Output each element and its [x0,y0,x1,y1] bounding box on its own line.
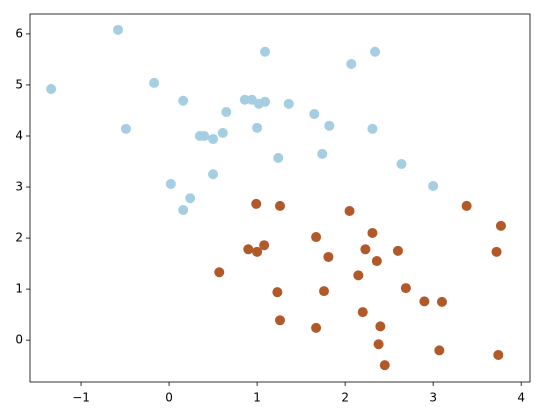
scatter-point [493,349,504,360]
scatter-point [309,109,320,120]
scatter-point [252,122,263,133]
scatter-point [239,94,250,105]
scatter-point [185,193,196,204]
x-tick-label: −1 [72,391,90,405]
scatter-point [317,148,328,159]
scatter-point [178,204,189,215]
scatter-point [353,270,364,281]
scatter-point [272,287,283,298]
scatter-point [243,244,254,255]
scatter-point [371,256,382,267]
scatter-point [260,46,271,57]
y-tick-label: 6 [15,26,23,40]
scatter-point [120,123,131,134]
scatter-point [251,198,262,209]
x-tick-label: 3 [429,391,437,405]
scatter-point [217,127,228,138]
scatter-point [260,96,271,107]
x-tick-label: 0 [165,391,173,405]
y-tick-label: 3 [15,180,23,194]
scatter-point [283,98,294,109]
scatter-point [379,360,390,371]
scatter-point [113,24,124,35]
axes-frame [29,13,531,383]
y-tick-label: 1 [15,282,23,296]
scatter-point [208,134,219,145]
scatter-point [319,286,330,297]
scatter-point [346,59,357,70]
x-tick-label: 1 [253,391,261,405]
scatter-point [392,245,403,256]
y-tick-label: 2 [15,231,23,245]
scatter-point [275,315,285,326]
scatter-point [214,267,225,278]
scatter-point [370,46,381,57]
scatter-point [252,246,263,257]
scatter-point [46,84,57,95]
scatter-point [199,130,210,141]
scatter-point [259,240,270,251]
scatter-point [360,244,371,255]
scatter-point [367,227,378,238]
scatter-point [323,251,334,262]
scatter-point [419,296,430,307]
scatter-point [367,123,378,134]
scatter-point [357,307,368,318]
scatter-point [400,283,411,294]
scatter-point [375,321,386,332]
scatter-point [396,159,407,170]
scatter-point [311,232,322,243]
scatter-point [461,200,472,211]
scatter-point [495,220,506,231]
scatter-point [273,152,284,163]
scatter-point [149,77,160,88]
scatter-point [373,339,384,350]
scatter-point [221,106,232,117]
y-tick-label: 5 [15,77,23,91]
scatter-point [165,178,176,189]
scatter-point [324,120,335,131]
y-tick-label: 0 [15,333,23,347]
scatter-point [491,246,502,257]
scatter-point [436,296,447,307]
scatter-point [344,206,355,217]
scatter-point [428,181,439,192]
y-tick-label: 4 [15,128,23,142]
scatter-point [275,200,285,211]
x-tick-label: 2 [341,391,349,405]
scatter-point [178,95,189,106]
x-tick-label: 4 [517,391,525,405]
scatter-point [311,322,322,333]
scatter-point [208,169,219,180]
scatter-point [434,345,445,356]
